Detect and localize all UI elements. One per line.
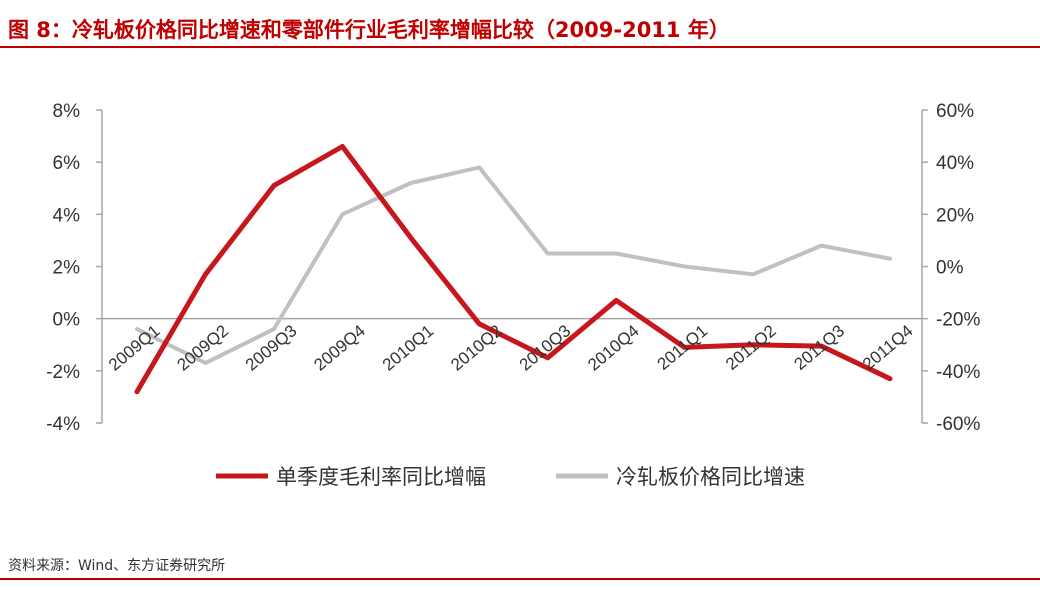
- x-tick-label: 2009Q2: [173, 321, 232, 374]
- source-note: 资料来源：Wind、东方证券研究所: [8, 558, 226, 574]
- series-layer: [134, 144, 893, 395]
- x-tick-label: 2010Q4: [584, 321, 643, 374]
- right-tick-label: 40%: [936, 153, 974, 174]
- footer-divider: [0, 578, 1040, 580]
- x-tick-label: 2010Q2: [447, 321, 506, 374]
- x-tick-label: 2009Q4: [310, 321, 369, 374]
- right-tick-label: 20%: [936, 205, 974, 226]
- legend: 单季度毛利率同比增幅 冷轧板价格同比增速: [216, 465, 805, 489]
- left-tick-label: 0%: [53, 310, 81, 331]
- left-tick-label: 8%: [53, 101, 81, 122]
- right-tick-label: 60%: [936, 101, 974, 122]
- left-tick-label: 2%: [53, 258, 81, 279]
- chart-title: 图 8：冷轧板价格同比增速和零部件行业毛利率增幅比较（2009-2011 年）: [8, 18, 730, 42]
- right-tick-label: -20%: [936, 310, 980, 331]
- left-tick-label: -4%: [46, 414, 80, 435]
- left-tick-label: 6%: [53, 153, 81, 174]
- left-tick-label: -2%: [46, 362, 80, 383]
- title-divider: [0, 46, 1040, 48]
- right-tick-label: 0%: [936, 258, 964, 279]
- right-tick-label: -60%: [936, 414, 980, 435]
- x-tick-label: 2010Q1: [379, 321, 438, 374]
- left-tick-label: 4%: [53, 205, 81, 226]
- chart: -4%-2%0%2%4%6%8%-60%-40%-20%0%20%40%60% …: [46, 101, 980, 489]
- series-line-gross-margin: [134, 144, 893, 395]
- x-tick-label: 2011Q4: [859, 321, 917, 374]
- x-tick-label: 2009Q1: [105, 321, 164, 374]
- legend-label-steel-price: 冷轧板价格同比增速: [616, 465, 805, 489]
- axes-layer: -4% -2% 0% 2% 4% 6% 8% -60% -40% -20% 0% 20% 40% 60%: [46, 101, 980, 435]
- title-bar: 图 8：冷轧板价格同比增速和零部件行业毛利率增幅比较（2009-2011 年）: [0, 0, 1040, 44]
- legend-label-gross-margin: 单季度毛利率同比增幅: [276, 465, 486, 489]
- right-tick-label: -40%: [936, 362, 980, 383]
- series-line-steel-price: [135, 165, 892, 365]
